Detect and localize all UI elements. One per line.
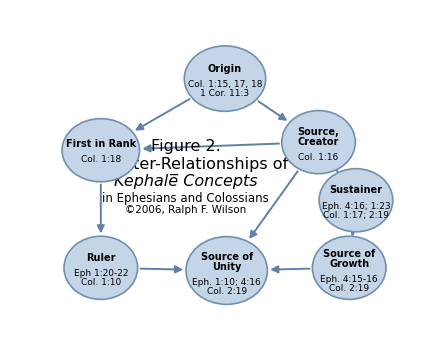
Ellipse shape <box>186 237 267 304</box>
Text: Eph. 4:15-16: Eph. 4:15-16 <box>320 275 377 284</box>
Text: Creator: Creator <box>297 137 339 147</box>
Text: First in Rank: First in Rank <box>66 139 136 149</box>
Text: Col. 2:19: Col. 2:19 <box>328 284 368 293</box>
Text: The Inter-Relationships of: The Inter-Relationships of <box>83 157 288 172</box>
Text: Unity: Unity <box>212 261 241 272</box>
Text: Col. 1:18: Col. 1:18 <box>81 155 120 164</box>
Text: in Ephesians and Colossians: in Ephesians and Colossians <box>102 192 268 205</box>
Text: 1 Cor. 11:3: 1 Cor. 11:3 <box>200 89 249 98</box>
Text: Col. 1:10: Col. 1:10 <box>81 278 120 287</box>
Text: Origin: Origin <box>208 64 241 74</box>
Text: Ruler: Ruler <box>86 253 115 263</box>
Text: Col. 1:16: Col. 1:16 <box>298 153 338 162</box>
Text: Col. 1:17; 2:19: Col. 1:17; 2:19 <box>322 211 388 220</box>
Text: Sustainer: Sustainer <box>329 185 381 195</box>
Ellipse shape <box>281 111 354 174</box>
Text: Eph 1:20-22: Eph 1:20-22 <box>74 269 128 278</box>
Ellipse shape <box>184 46 265 111</box>
Ellipse shape <box>64 236 137 299</box>
Text: Eph. 4:16; 1:23: Eph. 4:16; 1:23 <box>321 201 389 211</box>
Text: Source,: Source, <box>297 127 339 137</box>
Text: Growth: Growth <box>328 259 368 269</box>
Text: Col. 1:15, 17, 18: Col. 1:15, 17, 18 <box>187 80 261 89</box>
Text: Source of: Source of <box>200 252 252 262</box>
Ellipse shape <box>312 236 385 299</box>
Ellipse shape <box>62 119 139 182</box>
Ellipse shape <box>318 169 392 232</box>
Text: Eph. 1:10; 4:16: Eph. 1:10; 4:16 <box>192 278 261 287</box>
Text: Kephalē̅ Concepts: Kephalē̅ Concepts <box>114 174 257 189</box>
Text: Col. 2:19: Col. 2:19 <box>206 287 246 296</box>
Text: Source of: Source of <box>322 249 374 259</box>
Text: ©2006, Ralph F. Wilson: ©2006, Ralph F. Wilson <box>125 205 246 214</box>
Text: Figure 2.: Figure 2. <box>151 139 220 154</box>
